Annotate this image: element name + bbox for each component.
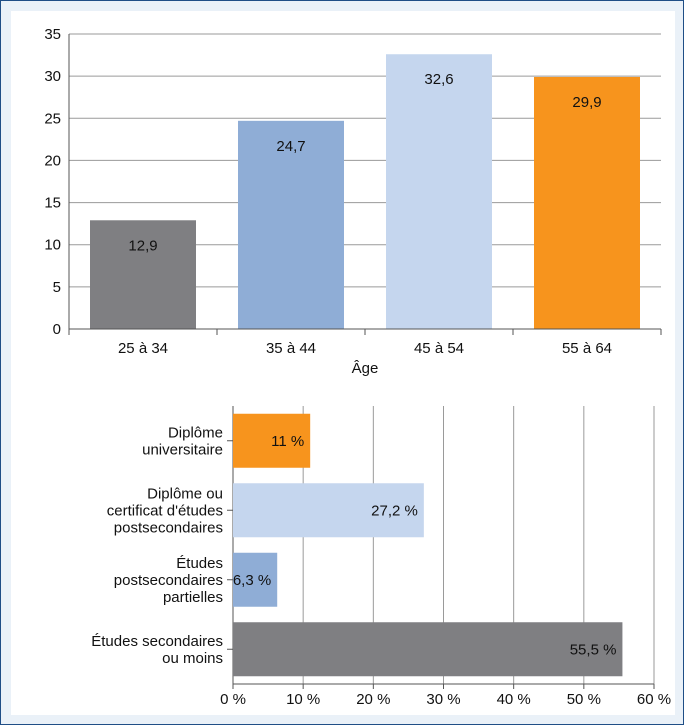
x-tick-label: 30 %: [426, 691, 460, 708]
y-tick-label-line: Diplôme: [168, 424, 223, 441]
y-tick-label-line: ou moins: [162, 650, 223, 667]
bar-value-label: 11 %: [271, 433, 304, 450]
x-tick-label: 45 à 54: [414, 340, 464, 357]
y-tick-label-line: postsecondaires: [114, 519, 223, 536]
y-tick-label: 25: [44, 110, 61, 127]
x-tick-label: 60 %: [637, 691, 671, 708]
x-tick-label: 10 %: [286, 691, 320, 708]
bar-value-label: 32,6: [424, 71, 453, 88]
y-tick-label-line: partielles: [163, 589, 223, 606]
y-tick-label: Études secondaires ou moins: [91, 633, 223, 667]
bar-value-label: 55,5 %: [570, 641, 617, 658]
y-tick-label-line: certificat d'études: [107, 502, 223, 519]
bar: [386, 54, 492, 329]
y-tick-label-line: Études: [176, 555, 223, 572]
y-tick-label: Diplôme universitaire: [142, 424, 223, 458]
y-tick-label: 30: [44, 68, 61, 85]
y-tick-label-line: universitaire: [142, 441, 223, 458]
bar-value-label: 6,3 %: [233, 572, 271, 589]
y-tick-label-line: postsecondaires: [114, 572, 223, 589]
education-bar-chart: 0 % 10 % 20 % 30 % 40 % 50 % 60 % 11 % Diplôme un…: [91, 406, 671, 708]
bar-value-label: 29,9: [572, 94, 601, 111]
x-tick-label: 40 %: [497, 691, 531, 708]
y-tick-label-line: Diplôme ou: [147, 485, 223, 502]
bar-value-label: 27,2 %: [371, 502, 418, 519]
bar: [90, 220, 196, 329]
bar: [233, 552, 278, 607]
bar: [534, 76, 640, 329]
y-tick-label: 0: [53, 321, 61, 338]
y-tick-label: 15: [44, 195, 61, 212]
chart-panel: 0 5 10 15 20 25 30 35 12,9 25 à 34 24,7 35 à 44 32,6…: [11, 11, 675, 715]
y-tick-label: 35: [44, 26, 61, 43]
x-tick-label: 55 à 64: [562, 340, 612, 357]
bar-value-label: 12,9: [128, 237, 157, 254]
y-tick-label: 20: [44, 152, 61, 169]
bar: [233, 483, 424, 538]
y-tick-label: 5: [53, 279, 61, 296]
x-tick-label: 50 %: [567, 691, 601, 708]
age-bar-chart: 0 5 10 15 20 25 30 35 12,9 25 à 34 24,7 35 à 44 32,6…: [44, 26, 662, 377]
bar: [238, 120, 344, 329]
y-tick-label-line: Études secondaires: [91, 633, 223, 650]
y-tick-label: Études postsecondaires partielles: [114, 555, 223, 606]
x-tick-label: 20 %: [356, 691, 390, 708]
y-tick-label: 10: [44, 237, 61, 254]
x-axis-title: Âge: [352, 360, 379, 377]
bar-value-label: 24,7: [276, 138, 305, 155]
x-tick-label: 35 à 44: [266, 340, 316, 357]
y-tick-label: Diplôme ou certificat d'études postseconda…: [107, 485, 223, 536]
x-tick-label: 0 %: [220, 691, 246, 708]
bar: [233, 413, 311, 468]
bar: [233, 622, 623, 677]
x-tick-label: 25 à 34: [118, 340, 168, 357]
